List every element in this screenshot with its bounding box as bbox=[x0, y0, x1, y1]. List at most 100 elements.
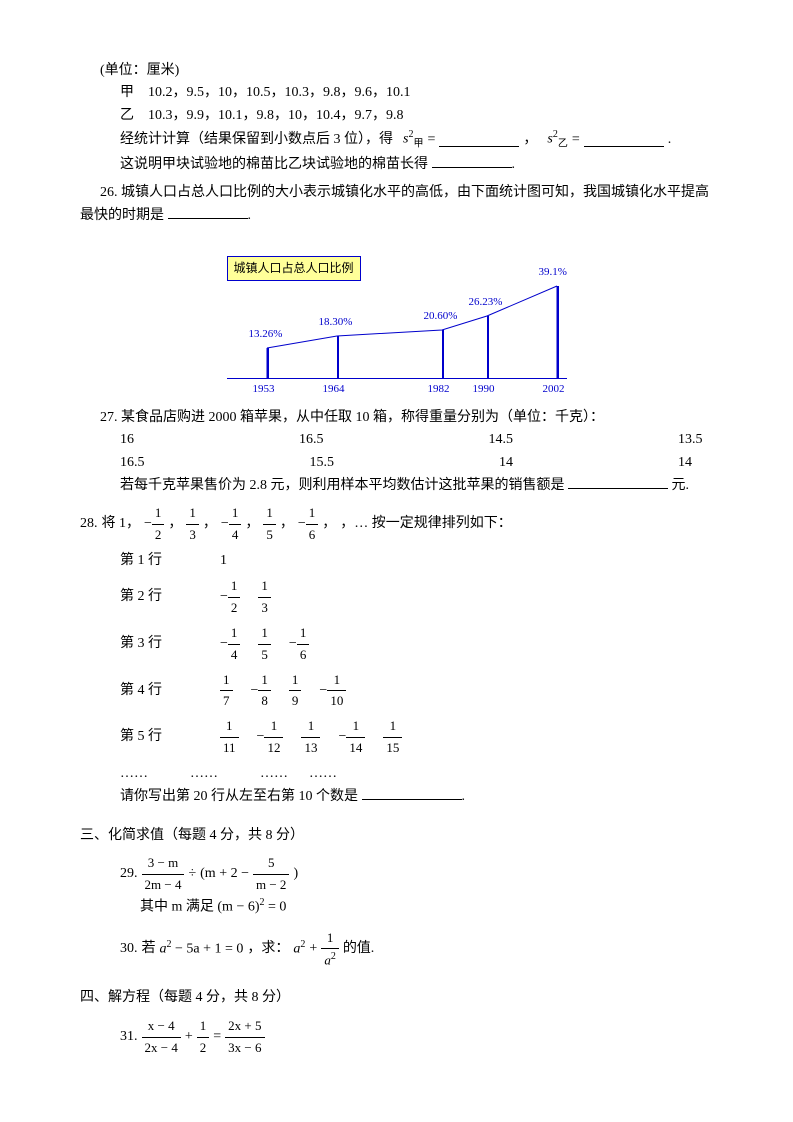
chart-value-label: 13.26% bbox=[249, 326, 283, 344]
q31-f2: 1 2 bbox=[197, 1016, 210, 1059]
q27: 27. 某食品店购进 2000 箱苹果，从中任取 10 箱，称得重量分别为（单位… bbox=[80, 407, 713, 429]
s-jia-squared: s2甲 bbox=[403, 127, 423, 152]
comma1: ， bbox=[523, 129, 537, 151]
q31-f1-den: 2x − 4 bbox=[142, 1038, 181, 1059]
q30-frac: 1 a2 bbox=[321, 928, 339, 972]
eq2: = bbox=[572, 129, 580, 151]
q27-row1: 16 16.5 14.5 13.5 15 bbox=[120, 429, 713, 451]
q30-ask: ，求： bbox=[247, 938, 289, 960]
q29-frac1: 3 − m 2m − 4 bbox=[142, 853, 185, 896]
q29-where-text: 其中 m 满足 bbox=[140, 900, 214, 915]
q28-dots: …… …… …… …… bbox=[120, 763, 713, 785]
q29-frac2: 5 m − 2 bbox=[253, 853, 289, 896]
q27-text1: 某食品店购进 2000 箱苹果，从中任取 10 箱，称得重量分别为（单位：千克）… bbox=[121, 410, 604, 425]
q29-f2-num: 5 bbox=[253, 853, 289, 875]
q30-plus: + bbox=[309, 938, 317, 960]
chart-year-label: 1953 bbox=[253, 381, 275, 399]
q30-pre: 若 bbox=[142, 938, 156, 960]
q29-cond-tail: = 0 bbox=[265, 900, 287, 915]
chart-year-label: 1982 bbox=[428, 381, 450, 399]
q30-num: 30. bbox=[120, 938, 138, 960]
pyramid-row: 第 5 行111−112113−114115 bbox=[120, 716, 713, 759]
q30-eq: a2 − 5a + 1 = 0 bbox=[160, 937, 244, 961]
q27-text2: 若每千克苹果售价为 2.8 元，则利用样本平均数估计这批苹果的销售额是 bbox=[120, 478, 565, 493]
section3-title: 三、化简求值（每题 4 分，共 8 分） bbox=[80, 825, 713, 847]
chart-bar bbox=[337, 336, 339, 378]
q30-expr: a2 + 1 a2 bbox=[293, 928, 338, 972]
row-label: 第 3 行 bbox=[120, 633, 180, 655]
chart-xaxis: 1953 1964 1982 1990 2002 bbox=[227, 379, 567, 397]
chart-value-label: 26.23% bbox=[469, 294, 503, 312]
q30-f-den: a2 bbox=[321, 949, 339, 971]
q31-f3-num: 2x + 5 bbox=[225, 1016, 264, 1038]
pyramid-row: 第 3 行−1415−16 bbox=[120, 623, 713, 666]
q26-num: 26. bbox=[100, 185, 118, 200]
q31-f1-num: x − 4 bbox=[142, 1016, 181, 1038]
chart-bar bbox=[267, 348, 269, 378]
q28-blank bbox=[362, 785, 462, 800]
blank-explain bbox=[432, 153, 512, 168]
q27-line2: 若每千克苹果售价为 2.8 元，则利用样本平均数估计这批苹果的销售额是 元. bbox=[120, 474, 713, 497]
q29: 29. 3 − m 2m − 4 ÷ (m + 2 − 5 m − 2 ) bbox=[120, 853, 713, 896]
blank-s-jia bbox=[439, 132, 519, 147]
urbanization-chart: 城镇人口占总人口比例 13.26%18.30%20.60%26.23%39.1%… bbox=[227, 238, 567, 397]
q27-row2: 16.5 15.5 14 14 14.5 bbox=[120, 452, 713, 474]
q27-num: 27. bbox=[100, 410, 118, 425]
jia-values: 10.2，9.5，10，10.5，10.3，9.8，9.6，10.1 bbox=[148, 85, 411, 100]
q29-f1-num: 3 − m bbox=[142, 853, 185, 875]
section4-title: 四、解方程（每题 4 分，共 8 分） bbox=[80, 987, 713, 1009]
q30-f-den-sup: 2 bbox=[331, 951, 336, 962]
chart-year-label: 2002 bbox=[543, 381, 565, 399]
q31-f1: x − 4 2x − 4 bbox=[142, 1016, 181, 1059]
pyramid-row: 第 4 行17−1819−110 bbox=[120, 670, 713, 713]
q29-f1-den: 2m − 4 bbox=[142, 875, 185, 896]
jia-label: 甲 bbox=[120, 85, 134, 100]
explain-text: 这说明甲块试验地的棉苗比乙块试验地的棉苗长得 bbox=[120, 157, 428, 172]
chart-bar bbox=[557, 286, 559, 378]
period1: . bbox=[668, 129, 672, 151]
q28-num: 28. bbox=[80, 513, 98, 535]
chart-year-label: 1964 bbox=[323, 381, 345, 399]
eq1: = bbox=[427, 129, 435, 151]
q30-t1-sup: 2 bbox=[300, 939, 305, 950]
q28-seq-tail: ，… 按一定规律排列如下： bbox=[340, 513, 512, 535]
q28: 28. 将 1， −12，13，−14，15，−16， ，… 按一定规律排列如下… bbox=[80, 503, 713, 546]
intro-unit: (单位：厘米) bbox=[100, 60, 713, 82]
q31-plus: + bbox=[185, 1026, 193, 1048]
s-yi-squared: s2乙 bbox=[547, 127, 567, 152]
q31-f2-den: 2 bbox=[197, 1038, 210, 1059]
q31-f3-den: 3x − 6 bbox=[225, 1038, 264, 1059]
yi-row: 乙 10.3，9.9，10.1，9.8，10，10.4，9.7，9.8 bbox=[120, 105, 713, 127]
pyramid-row: 第 2 行−1213 bbox=[120, 576, 713, 619]
chart-year-label: 1990 bbox=[473, 381, 495, 399]
q31-num: 31. bbox=[120, 1026, 138, 1048]
q29-f2-den: m − 2 bbox=[253, 875, 289, 896]
jia-row: 甲 10.2，9.5，10，10.5，10.3，9.8，9.6，10.1 bbox=[120, 82, 713, 104]
q29-rp: ) bbox=[293, 863, 298, 885]
chart-bar bbox=[442, 330, 444, 378]
row-label: 第 5 行 bbox=[120, 726, 180, 748]
q30: 30. 若 a2 − 5a + 1 = 0 ，求： a2 + 1 a2 的值. bbox=[120, 928, 713, 972]
chart-title: 城镇人口占总人口比例 bbox=[227, 256, 361, 281]
q29-num: 29. bbox=[120, 863, 138, 885]
q30-tail: 的值. bbox=[343, 938, 375, 960]
calc-line: 经统计计算（结果保留到小数点后 3 位），得 s2甲 = ， s2乙 = . bbox=[120, 127, 713, 152]
explanation-line: 这说明甲块试验地的棉苗比乙块试验地的棉苗长得 . bbox=[120, 153, 713, 176]
q31-f3: 2x + 5 3x − 6 bbox=[225, 1016, 264, 1059]
q29-where: 其中 m 满足 (m − 6)2 = 0 bbox=[140, 895, 713, 919]
s-yi-sub: 乙 bbox=[558, 139, 568, 150]
q28-ask: 请你写出第 20 行从左至右第 10 个数是 bbox=[120, 789, 358, 804]
q29-lp: (m + 2 − bbox=[200, 863, 249, 885]
q28-seq: −12，13，−14，15，−16， bbox=[144, 503, 336, 546]
q31: 31. x − 4 2x − 4 + 1 2 = 2x + 5 3x − 6 bbox=[120, 1016, 713, 1059]
chart-value-label: 20.60% bbox=[424, 308, 458, 326]
q30-a: a bbox=[160, 942, 167, 957]
q28-ask-line: 请你写出第 20 行从左至右第 10 个数是 . bbox=[120, 785, 713, 808]
s-jia-sub: 甲 bbox=[413, 139, 423, 150]
q31-eq: = bbox=[213, 1026, 221, 1048]
chart-value-label: 39.1% bbox=[539, 264, 567, 282]
q30-f-num: 1 bbox=[321, 928, 339, 950]
row-label: 第 2 行 bbox=[120, 586, 180, 608]
row-label: 第 4 行 bbox=[120, 680, 180, 702]
q26: 26. 城镇人口占总人口比例的大小表示城镇化水平的高低，由下面统计图可知，我国城… bbox=[80, 182, 713, 228]
